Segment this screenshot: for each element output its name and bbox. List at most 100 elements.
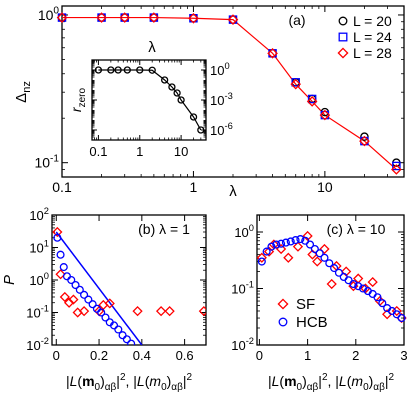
- panel-label: (c) λ = 10: [327, 221, 386, 237]
- point-hcb: [67, 275, 76, 285]
- legend-label: L = 20: [353, 13, 392, 29]
- inset-point: [136, 66, 144, 74]
- legend-marker-circle: [338, 16, 348, 26]
- point-hcb: [71, 280, 80, 290]
- point-hcb: [349, 279, 358, 289]
- point-diamond: [227, 14, 239, 25]
- point-sf: [292, 241, 304, 252]
- legend-marker-hcb: [278, 317, 288, 327]
- point-diamond: [56, 12, 68, 23]
- point-diamond: [188, 12, 199, 24]
- x-tick-label: 0.2: [90, 348, 108, 363]
- point-diamond: [148, 12, 160, 23]
- x-tick-label: 0.6: [176, 348, 194, 363]
- y-tick-label: 101: [29, 239, 49, 256]
- point-sf: [312, 256, 323, 267]
- point-hcb: [330, 264, 339, 273]
- x-tick-label: 0: [53, 348, 60, 363]
- y-tick-label: 10-1: [231, 280, 254, 297]
- inset-point: [161, 76, 169, 84]
- point-sf: [63, 297, 75, 308]
- y-tick-label: 10-6: [210, 121, 233, 138]
- point-sf: [55, 269, 66, 280]
- point-diamond: [306, 96, 318, 107]
- point-hcb: [267, 242, 276, 251]
- x-axis-label: |L(m0)αβ|2, |L(m0)αβ|2: [268, 372, 395, 393]
- panel-a: 0.1 1 10 100 10-1 λ Δnz (a) L = 20L = 24L = 28 0.…: [13, 5, 405, 200]
- point-hcb: [325, 259, 334, 268]
- inset-point: [114, 66, 122, 74]
- point-hcb: [56, 250, 65, 259]
- point-hcb: [127, 339, 136, 345]
- point-hcb: [373, 293, 382, 302]
- point-hcb: [109, 321, 119, 330]
- point-sf: [341, 266, 352, 277]
- point-hcb: [53, 233, 62, 242]
- point-hcb: [281, 238, 290, 247]
- x-axis-label: λ: [229, 183, 237, 200]
- point-sf: [307, 249, 318, 260]
- point-sf: [155, 306, 167, 317]
- y-tick-label: 10-2: [231, 336, 254, 353]
- point-diamond: [290, 78, 302, 90]
- x-tick-label: 1: [304, 348, 311, 363]
- point-hcb: [320, 253, 329, 262]
- point-sf: [52, 226, 63, 238]
- point-hcb: [286, 237, 295, 246]
- point-diamond: [267, 48, 278, 59]
- point-sf: [68, 294, 79, 305]
- point-hcb: [101, 313, 110, 322]
- y-tick-label: 10-1: [26, 304, 49, 321]
- inset-point: [123, 66, 131, 74]
- x-tick-label: 1: [136, 144, 143, 159]
- point-sf: [59, 291, 70, 303]
- legend-label: HCB: [296, 314, 328, 331]
- inset-y-axis-label: rzero: [68, 87, 88, 112]
- point-hcb: [378, 299, 387, 308]
- point-hcb: [97, 308, 106, 317]
- x-tick-label: 0.4: [133, 348, 151, 363]
- point-diamond: [319, 109, 331, 121]
- inset-point: [107, 66, 115, 74]
- point-hcb: [84, 295, 93, 304]
- point-sf: [104, 298, 115, 309]
- point-sf: [302, 230, 313, 242]
- inset-point: [177, 96, 185, 104]
- point-sf: [164, 306, 175, 317]
- x-axis-label: |L(m0)αβ|2, |L(m0)αβ|2: [66, 372, 193, 393]
- point-hcb: [272, 240, 281, 249]
- inset-point: [173, 89, 181, 97]
- x-tick-label: 1: [190, 179, 198, 195]
- legend-marker-sf: [277, 298, 289, 310]
- point-hcb: [114, 325, 123, 334]
- fit-line: [55, 231, 143, 345]
- legend-marker-square: [338, 32, 348, 42]
- point-hcb: [296, 235, 305, 244]
- point-sf: [198, 306, 206, 317]
- y-tick-label: 100: [38, 6, 60, 23]
- inset-point: [148, 66, 156, 74]
- point-sf: [132, 306, 143, 317]
- x-tick-label: 3: [400, 348, 407, 363]
- panel-b: 0 0.2 0.4 0.6 102 101 100 10-1 10-2 P (b) λ = 1 |L(…: [1, 206, 207, 393]
- point-diamond: [119, 12, 131, 23]
- x-tick-label: 10: [317, 179, 333, 195]
- x-tick-label: 10: [174, 144, 188, 159]
- panel-label: (a): [288, 12, 305, 28]
- point-hcb: [59, 263, 68, 272]
- point-diamond: [96, 12, 107, 23]
- point-hcb: [257, 257, 266, 266]
- point-hcb: [262, 247, 271, 256]
- point-hcb: [80, 290, 89, 299]
- point-sf: [367, 276, 378, 288]
- legend-label: L = 28: [353, 45, 392, 61]
- legend-marker-diamond: [337, 47, 349, 59]
- y-tick-label: 100: [210, 61, 230, 78]
- point-hcb: [277, 239, 286, 248]
- x-tick-label: 0.1: [89, 144, 107, 159]
- point-sf: [319, 243, 330, 255]
- panel-label: (b) λ = 1: [138, 221, 190, 237]
- inset-point: [168, 83, 176, 91]
- point-square: [392, 161, 401, 171]
- plot-frame: [256, 214, 405, 346]
